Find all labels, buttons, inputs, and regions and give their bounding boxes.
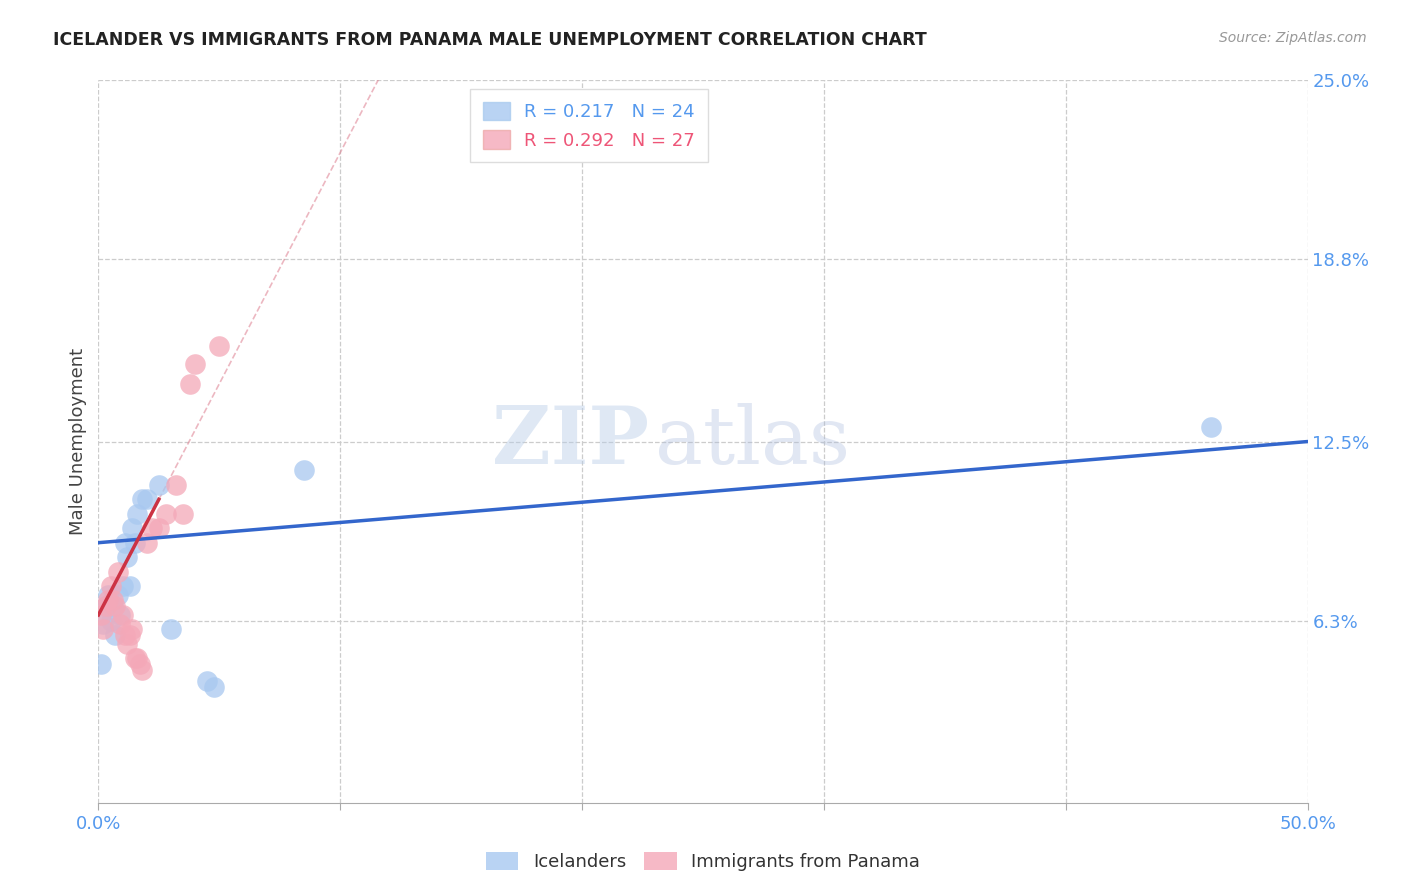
Y-axis label: Male Unemployment: Male Unemployment <box>69 348 87 535</box>
Point <box>114 535 136 549</box>
Point <box>107 588 129 602</box>
Point <box>148 521 170 535</box>
Point <box>90 607 112 622</box>
Point <box>104 599 127 614</box>
Text: atlas: atlas <box>655 402 849 481</box>
Legend: Icelanders, Immigrants from Panama: Icelanders, Immigrants from Panama <box>479 845 927 879</box>
Point <box>101 599 124 614</box>
Point <box>127 507 149 521</box>
Point <box>90 657 112 671</box>
Point <box>100 614 122 628</box>
Point <box>91 623 114 637</box>
Point <box>141 521 163 535</box>
Point <box>124 535 146 549</box>
Point <box>94 599 117 614</box>
Legend: R = 0.217   N = 24, R = 0.292   N = 27: R = 0.217 N = 24, R = 0.292 N = 27 <box>470 89 707 162</box>
Point <box>111 579 134 593</box>
Point <box>118 628 141 642</box>
Point <box>1199 420 1222 434</box>
Point <box>155 507 177 521</box>
Point <box>165 478 187 492</box>
Point <box>121 623 143 637</box>
Text: ZIP: ZIP <box>492 402 648 481</box>
Point <box>208 339 231 353</box>
Point <box>108 616 131 631</box>
Point <box>131 492 153 507</box>
Point <box>131 663 153 677</box>
Point <box>127 651 149 665</box>
Point <box>118 579 141 593</box>
Point <box>94 599 117 614</box>
Point <box>121 521 143 535</box>
Text: Source: ZipAtlas.com: Source: ZipAtlas.com <box>1219 31 1367 45</box>
Point <box>97 593 120 607</box>
Point <box>135 535 157 549</box>
Point <box>184 357 207 371</box>
Point <box>107 565 129 579</box>
Point <box>179 376 201 391</box>
Point <box>204 680 226 694</box>
Text: ICELANDER VS IMMIGRANTS FROM PANAMA MALE UNEMPLOYMENT CORRELATION CHART: ICELANDER VS IMMIGRANTS FROM PANAMA MALE… <box>53 31 927 49</box>
Point <box>117 637 139 651</box>
Point <box>100 579 122 593</box>
Point <box>108 607 131 622</box>
Point <box>114 628 136 642</box>
Point <box>97 588 120 602</box>
Point <box>148 478 170 492</box>
Point <box>117 550 139 565</box>
Point <box>172 507 194 521</box>
Point <box>91 616 114 631</box>
Point <box>292 463 315 477</box>
Point <box>101 593 124 607</box>
Point <box>160 623 183 637</box>
Point <box>124 651 146 665</box>
Point <box>135 492 157 507</box>
Point <box>111 607 134 622</box>
Point <box>128 657 150 671</box>
Point <box>104 628 127 642</box>
Point <box>195 674 218 689</box>
